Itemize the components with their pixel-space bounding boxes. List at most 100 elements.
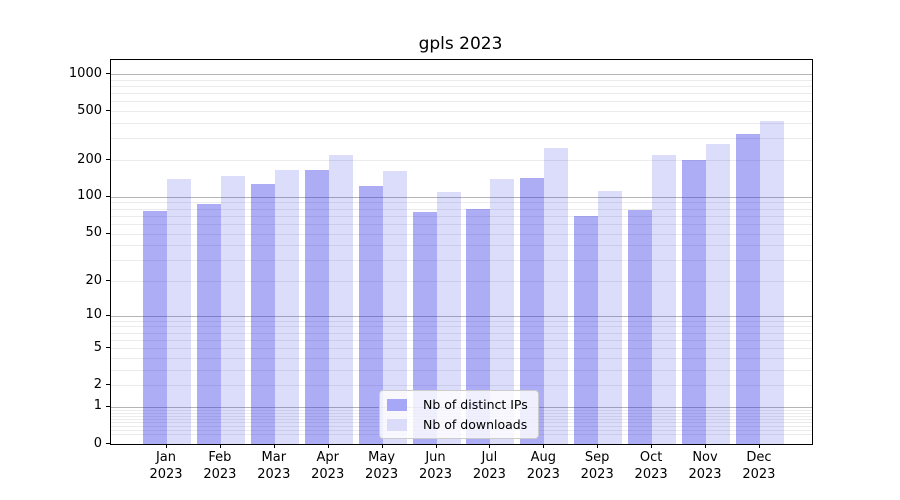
bar-distinct-ips-may (358, 186, 383, 444)
y-tick-label: 1 (93, 398, 102, 414)
y-tick-label: 5 (93, 339, 102, 355)
bar-distinct-ips-jan (143, 210, 167, 444)
y-tick-mark (106, 73, 110, 74)
y-tick-label: 20 (85, 272, 102, 288)
bar-downloads-dec (759, 121, 784, 444)
legend: Nb of distinct IPs Nb of downloads (379, 390, 539, 439)
x-tick-label-nov: Nov 2023 (688, 450, 722, 482)
legend-label-downloads: Nb of downloads (423, 417, 528, 432)
gridline-minor (111, 357, 812, 359)
bar-distinct-ips-nov (682, 160, 706, 444)
gridline-minor (111, 326, 812, 328)
gridline-minor (111, 223, 812, 225)
gridline-minor (111, 86, 812, 87)
y-tick-mark (106, 443, 110, 444)
gridline-minor (111, 93, 812, 95)
y-tick-label: 10 (85, 307, 102, 323)
x-tick-mark (381, 444, 383, 448)
x-tick-label-mar: Mar 2023 (257, 450, 291, 482)
bar-downloads-jan (167, 179, 191, 444)
bar-downloads-sep (598, 191, 623, 444)
gridline-minor (111, 215, 812, 217)
gridline-minor (111, 332, 812, 334)
plot-area (110, 59, 813, 445)
x-tick-mark (273, 444, 275, 448)
gridline-major (111, 196, 812, 198)
y-tick-mark (106, 232, 110, 234)
x-tick-mark (651, 444, 653, 448)
x-tick-label-apr: Apr 2023 (311, 450, 345, 482)
gridline-minor (111, 385, 812, 387)
gridline-minor (111, 233, 812, 235)
x-tick-label-jun: Jun 2023 (418, 450, 453, 482)
gridline-minor (111, 369, 812, 371)
y-tick-mark (106, 347, 110, 349)
gridline-minor (111, 138, 812, 140)
y-tick-label: 100 (77, 188, 102, 204)
x-tick-label-jan: Jan 2023 (149, 450, 183, 482)
y-tick-label: 1000 (68, 65, 102, 81)
y-tick-mark (106, 314, 110, 316)
x-tick-mark (705, 444, 706, 448)
bar-distinct-ips-apr (304, 169, 329, 444)
gridline-major (111, 315, 812, 317)
x-tick-mark (166, 444, 167, 448)
gridline-minor (111, 348, 812, 350)
y-tick-mark (106, 159, 110, 160)
x-tick-mark (219, 444, 221, 448)
x-tick-label-oct: Oct 2023 (634, 450, 668, 482)
x-tick-mark (327, 444, 329, 448)
x-tick-label-feb: Feb 2023 (203, 450, 237, 482)
gridline-minor (111, 320, 812, 322)
y-tick-label: 50 (85, 225, 102, 240)
y-tick-mark (106, 405, 110, 407)
gridline-minor (111, 123, 812, 124)
gridline-minor (111, 79, 812, 81)
legend-label-distinct-ips: Nb of distinct IPs (423, 397, 528, 412)
bar-downloads-nov (706, 143, 730, 444)
x-tick-mark (489, 444, 491, 448)
x-tick-mark (758, 444, 760, 448)
legend-swatch-distinct-ips (387, 398, 407, 411)
bar-downloads-aug (544, 148, 569, 444)
bar-downloads-apr (328, 154, 353, 444)
legend-item-distinct-ips: Nb of distinct IPs (387, 397, 528, 412)
y-tick-mark (106, 280, 110, 281)
gridline-minor (111, 245, 812, 247)
y-tick-mark (106, 195, 110, 197)
bar-downloads-oct (652, 155, 677, 444)
bar-downloads-feb (220, 176, 245, 444)
bar-downloads-mar (274, 170, 299, 444)
bar-distinct-ips-feb (196, 204, 221, 444)
gridline-minor (111, 281, 812, 282)
gridline-minor (111, 260, 812, 262)
legend-swatch-downloads (387, 418, 407, 431)
y-tick-label: 2 (93, 376, 102, 392)
gridline-minor (111, 202, 812, 204)
y-tick-mark (106, 384, 110, 386)
y-tick-label: 500 (77, 102, 102, 118)
bar-distinct-ips-mar (250, 183, 275, 444)
chart-title: gpls 2023 (418, 34, 503, 54)
x-tick-label-sep: Sep 2023 (580, 450, 614, 482)
gridline-minor (111, 208, 812, 210)
y-tick-mark (106, 110, 110, 112)
x-tick-label-jul: Jul 2023 (472, 450, 506, 482)
x-tick-label-dec: Dec 2023 (742, 450, 776, 482)
bar-distinct-ips-sep (574, 215, 599, 444)
x-tick-label-may: May 2023 (365, 450, 399, 482)
gridline-minor (111, 111, 812, 113)
gridline-minor (111, 339, 812, 341)
legend-item-downloads: Nb of downloads (387, 417, 528, 432)
x-tick-mark (435, 444, 437, 448)
y-tick-label: 200 (77, 151, 102, 167)
gridline-minor (111, 160, 812, 161)
y-tick-label: 0 (93, 435, 102, 451)
x-tick-label-aug: Aug 2023 (526, 450, 560, 482)
x-tick-mark (597, 444, 599, 448)
x-tick-mark (543, 444, 545, 448)
gridline-minor (111, 101, 812, 103)
bar-distinct-ips-dec (735, 134, 760, 444)
gridline-major (111, 74, 812, 75)
